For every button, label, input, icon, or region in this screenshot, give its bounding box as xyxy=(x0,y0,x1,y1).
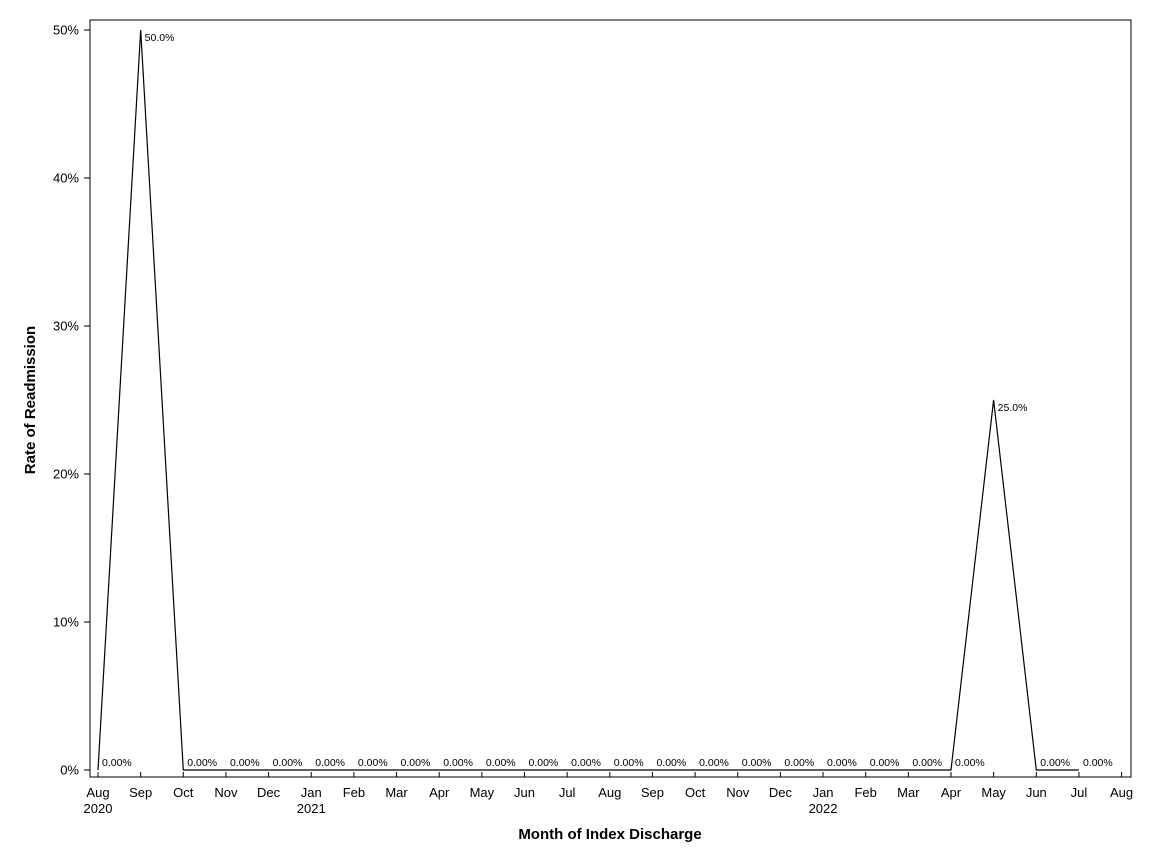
x-tick-label: Aug xyxy=(598,785,621,800)
series-readmission-rate xyxy=(97,29,1079,771)
x-tick-label: Jun xyxy=(1026,785,1047,800)
x-tick-label: Aug xyxy=(1110,785,1133,800)
y-tick-label: 50% xyxy=(53,23,79,38)
y-tick-label: 40% xyxy=(53,171,79,186)
x-tick-label: Sep xyxy=(641,785,664,800)
data-label: 0.00% xyxy=(401,757,431,769)
x-tick-label: Mar xyxy=(385,785,408,800)
x-tick-label: Jul xyxy=(1071,785,1088,800)
x-tick-label: Jul xyxy=(559,785,576,800)
x-tick-label: Dec xyxy=(769,785,793,800)
data-label: 0.00% xyxy=(187,757,217,769)
x-tick-label: Aug xyxy=(86,785,109,800)
x-tick-year-label: 2021 xyxy=(297,801,326,816)
x-tick-label: Apr xyxy=(429,785,450,800)
y-tick-label: 10% xyxy=(53,615,79,630)
y-tick-label: 30% xyxy=(53,319,79,334)
x-tick-label: Oct xyxy=(685,785,706,800)
data-label: 0.00% xyxy=(571,757,601,769)
plot-frame xyxy=(89,19,1132,778)
series-line xyxy=(97,29,1079,771)
data-label: 0.00% xyxy=(102,757,132,769)
data-label: 50.0% xyxy=(145,32,175,44)
x-tick-label: Jan xyxy=(301,785,322,800)
data-label: 0.00% xyxy=(870,757,900,769)
x-tick-label: Nov xyxy=(726,785,750,800)
x-tick-label: Oct xyxy=(173,785,194,800)
data-label: 0.00% xyxy=(912,757,942,769)
y-axis: 0% 10% 20% 30% 40% 50% xyxy=(53,23,90,778)
x-tick-label: Feb xyxy=(854,785,876,800)
x-tick-label: Dec xyxy=(257,785,281,800)
data-label: 0.00% xyxy=(784,757,814,769)
data-label: 0.00% xyxy=(955,757,985,769)
x-tick-year-label: 2022 xyxy=(809,801,838,816)
y-axis-title: Rate of Readmission xyxy=(22,326,39,474)
data-label: 0.00% xyxy=(1040,757,1070,769)
y-tick-label: 0% xyxy=(60,763,79,778)
data-label: 0.00% xyxy=(827,757,857,769)
data-label: 0.00% xyxy=(656,757,686,769)
data-label: 0.00% xyxy=(614,757,644,769)
x-tick-label: Jan xyxy=(813,785,834,800)
data-label: 0.00% xyxy=(1083,757,1113,769)
y-tick-label: 20% xyxy=(53,467,79,482)
data-label: 0.00% xyxy=(358,757,388,769)
data-label: 0.00% xyxy=(742,757,772,769)
x-tick-label: Nov xyxy=(214,785,238,800)
data-label: 0.00% xyxy=(230,757,260,769)
x-tick-label: Mar xyxy=(897,785,920,800)
x-tick-label: May xyxy=(981,785,1006,800)
x-tick-label: May xyxy=(470,785,495,800)
x-tick-label: Jun xyxy=(514,785,535,800)
data-label: 0.00% xyxy=(315,757,345,769)
x-tick-year-label: 2020 xyxy=(84,801,113,816)
x-axis-title: Month of Index Discharge xyxy=(518,826,701,843)
data-label: 0.00% xyxy=(273,757,303,769)
data-label: 0.00% xyxy=(486,757,516,769)
x-tick-label: Feb xyxy=(343,785,365,800)
data-label: 0.00% xyxy=(529,757,559,769)
data-label: 0.00% xyxy=(443,757,473,769)
data-label: 0.00% xyxy=(699,757,729,769)
data-label: 25.0% xyxy=(998,402,1028,414)
x-tick-label: Apr xyxy=(941,785,962,800)
data-labels: 0.00% 50.0% 0.00% 0.00% 0.00% 0.00% 0.00% 0.00%… xyxy=(102,32,1113,769)
x-tick-label: Sep xyxy=(129,785,152,800)
